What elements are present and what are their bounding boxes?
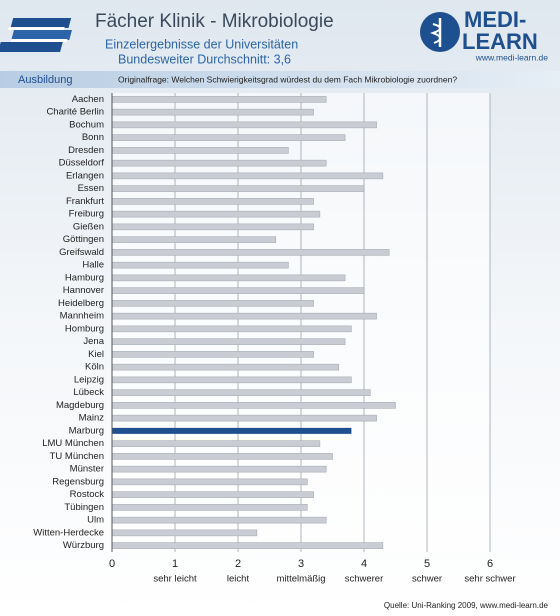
y-tick-label: Bochum	[69, 119, 104, 130]
title: Fächer Klinik - Mikrobiologie	[95, 11, 334, 32]
y-tick-label: Dresden	[68, 145, 104, 156]
bar	[111, 491, 314, 498]
x-tick-label: 0	[109, 558, 115, 570]
y-tick-label: Magdeburg	[56, 400, 104, 411]
subtitle: Einzelergebnisse der Universitäten	[105, 37, 298, 51]
bar	[111, 542, 384, 549]
x-tick-label: 6	[487, 558, 493, 570]
bar	[111, 376, 352, 384]
scale-label: schwerer	[345, 574, 384, 585]
question: Originalfrage: Welchen Schwierigkeitsgra…	[118, 74, 457, 84]
y-tick-label: Aachen	[72, 94, 104, 105]
bar	[111, 134, 346, 141]
y-tick-label: Erlangen	[66, 170, 104, 181]
scale-label: mittelmäßig	[276, 574, 325, 585]
y-tick-label: Rostock	[70, 489, 105, 500]
bar	[111, 210, 321, 218]
bar	[111, 223, 314, 231]
x-tick-label: 5	[424, 558, 430, 570]
section-band	[0, 71, 560, 88]
bar	[111, 363, 340, 371]
scale-label: schwer	[412, 574, 442, 585]
y-tick-label: Freiburg	[69, 209, 104, 220]
scale-label: sehr leicht	[153, 574, 197, 585]
bar	[111, 440, 321, 447]
bar	[111, 325, 352, 333]
bar	[111, 453, 333, 460]
bar	[111, 300, 314, 307]
bar	[111, 185, 365, 192]
y-tick-label: Leipzig	[74, 374, 104, 385]
y-tick-label: Göttingen	[63, 234, 104, 245]
y-tick-label: Frankfurt	[66, 196, 104, 207]
bar	[111, 465, 327, 473]
y-tick-label: Hamburg	[65, 272, 104, 283]
bar	[111, 198, 314, 205]
x-tick-label: 3	[298, 558, 304, 570]
bar	[111, 504, 308, 511]
bar	[111, 96, 327, 103]
y-tick-label: Ulm	[87, 515, 104, 526]
y-tick-label: Jena	[83, 336, 104, 347]
y-tick-label: Würzburg	[63, 540, 104, 551]
y-tick-label: Bonn	[82, 132, 104, 143]
y-tick-label: Witten-Herdecke	[33, 527, 104, 538]
bar	[111, 478, 308, 486]
y-tick-label: Münster	[70, 464, 104, 475]
y-tick-label: Düsseldorf	[59, 158, 105, 169]
y-tick-label: Kiel	[88, 349, 104, 360]
bar	[111, 312, 377, 320]
bar	[111, 172, 384, 180]
bar	[111, 274, 346, 282]
book-icon	[0, 18, 72, 52]
y-tick-label: Greifswald	[59, 247, 104, 258]
logo	[420, 12, 460, 52]
bar	[111, 402, 396, 409]
bar	[111, 121, 377, 129]
y-tick-label: Homburg	[65, 323, 104, 334]
y-tick-label: Halle	[82, 260, 104, 271]
y-tick-label: Regensburg	[52, 476, 104, 487]
y-tick-label: Essen	[78, 183, 104, 194]
y-tick-label: Marburg	[69, 425, 104, 436]
y-tick-label: Mainz	[79, 413, 105, 424]
y-tick-label: Lübeck	[73, 387, 104, 398]
bar	[111, 351, 314, 358]
y-tick-label: TU München	[50, 451, 104, 462]
bar	[111, 147, 289, 154]
logo-url: www.medi-learn.de	[475, 52, 549, 62]
y-tick-label: Gießen	[73, 221, 104, 232]
y-tick-label: Mannheim	[60, 311, 104, 322]
logo-top: MEDI-	[464, 7, 526, 32]
y-tick-label: Tübingen	[64, 502, 104, 513]
bar	[111, 236, 277, 243]
x-tick-label: 4	[361, 558, 367, 570]
y-tick-label: LMU München	[42, 438, 104, 449]
x-tick-label: 2	[235, 558, 241, 570]
bar	[111, 108, 314, 116]
bar	[111, 249, 390, 256]
bar	[111, 159, 327, 167]
y-tick-label: Charité Berlin	[46, 107, 104, 118]
bar	[111, 516, 327, 524]
bar	[111, 529, 258, 537]
scale-label: sehr schwer	[464, 574, 515, 585]
scale-label: leicht	[227, 574, 250, 585]
y-tick-label: Heidelberg	[58, 298, 104, 309]
source: Quelle: Uni-Ranking 2009, www.medi-learn…	[384, 601, 549, 610]
bar	[111, 414, 377, 422]
average: Bundesweiter Durchschnitt: 3,6	[118, 52, 291, 66]
bar	[111, 261, 289, 269]
y-tick-label: Köln	[85, 362, 104, 373]
x-tick-label: 1	[172, 558, 178, 570]
bar	[111, 287, 365, 294]
section: Ausbildung	[18, 74, 72, 86]
bar	[111, 338, 346, 345]
logo-bottom: LEARN	[462, 29, 538, 54]
y-tick-label: Hannover	[63, 285, 104, 296]
bar	[112, 427, 352, 434]
bar	[111, 389, 371, 396]
